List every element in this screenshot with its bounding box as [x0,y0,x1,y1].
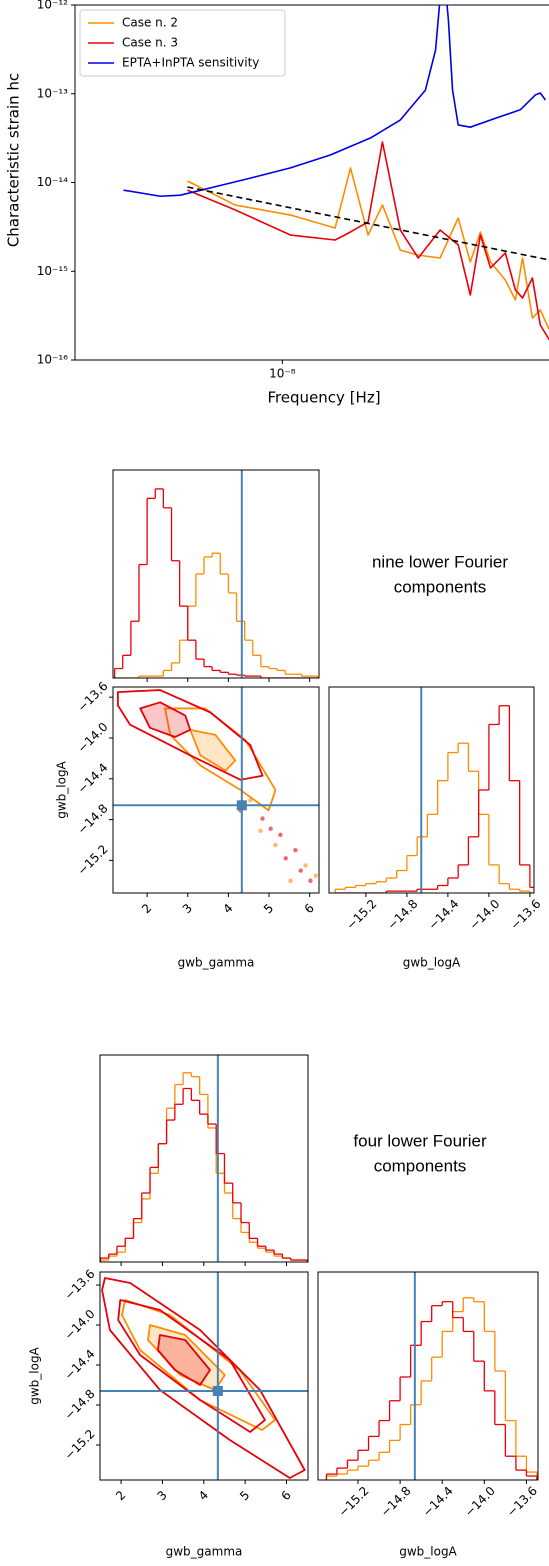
sample-point [303,863,308,868]
contour [101,1277,306,1479]
y-tick-label: 10⁻¹³ [37,86,68,100]
x-tick-label: −14.8 [378,1484,414,1520]
y-tick-label: −13.6 [62,1267,98,1303]
contour [116,689,264,781]
x-axis-label: gwb_logA [399,1545,457,1559]
y-tick-label: 10⁻¹⁵ [37,264,68,278]
y-tick-label: 10⁻¹⁴ [37,175,68,189]
sample-point [248,797,253,803]
legend-label: Case n. 2 [122,16,178,30]
legend-box [79,9,286,77]
x-tick-label: 2 [139,901,154,916]
x-tick-label: −15.2 [336,1484,372,1520]
x-tick-label: −14.0 [467,897,503,933]
sample-point [258,828,263,833]
annotation: components [394,577,487,596]
y-tick-label: −14.4 [62,1347,98,1383]
sample-point [268,826,273,831]
series-line [187,186,549,261]
panel-frame [328,686,535,894]
sample-point [308,878,313,883]
y-tick-label: −14.8 [62,1387,98,1423]
y-tick-label: −14.0 [62,1307,98,1343]
y-tick-label: 10⁻¹² [37,0,68,12]
y-axis-label: gwb_logA [28,1346,42,1404]
x-tick-label: −13.6 [504,1484,540,1520]
panel-frame [317,1271,539,1481]
sample-point [288,878,293,883]
series-line [123,5,547,198]
legend-label: Case n. 3 [122,36,178,50]
x-axis-label: Frequency [Hz] [267,389,380,407]
panel-frame [112,686,320,894]
sample-point [298,868,303,873]
contour [189,728,237,772]
x-axis-label: gwb_logA [403,956,461,970]
sample-point [293,847,298,853]
y-tick-label: −15.2 [75,842,111,878]
contour [139,701,192,738]
sample-point [313,873,318,878]
x-tick-label: −13.6 [508,897,544,933]
y-tick-label: −14.0 [75,720,111,756]
contour [117,1299,266,1433]
truth-marker [236,800,247,811]
legend-label: EPTA+InPTA sensitivity [122,56,259,70]
truth-marker [212,1386,223,1396]
annotation: components [374,1156,467,1175]
x-tick-label: −14.0 [462,1484,498,1520]
sample-point [260,816,265,821]
y-tick-label: 10⁻¹⁶ [37,353,68,367]
x-tick-label: 5 [237,1488,252,1503]
panel-frame [99,1054,309,1263]
annotation: four lower Fourier [353,1131,487,1150]
y-tick-label: −14.8 [75,801,111,837]
y-tick-label: −13.6 [75,679,111,715]
annotation: nine lower Fourier [372,552,508,571]
sample-point [278,832,283,838]
x-tick-label: 2 [113,1488,128,1503]
x-tick-label: −14.8 [385,897,421,933]
x-tick-label: −15.2 [344,897,380,933]
y-tick-label: −15.2 [62,1427,98,1463]
y-axis-label: Characteristic strain hc [5,73,23,247]
y-tick-label: −14.4 [75,760,111,796]
x-tick-label: 6 [278,1488,293,1503]
x-tick-label: 4 [220,901,235,916]
x-tick-label: 3 [154,1488,169,1503]
x-tick-label: −14.4 [420,1484,456,1520]
x-tick-label: 4 [196,1488,211,1503]
panel-frame [112,469,320,679]
x-tick-label: 5 [261,901,276,916]
series-line [187,141,549,341]
contour [156,1334,211,1386]
x-tick-label: 10⁻⁸ [269,367,296,381]
x-tick-label: 3 [180,901,195,916]
x-axis-label: gwb_gamma [166,1545,243,1559]
sample-point [283,856,288,861]
y-axis-label: gwb_logA [55,760,69,818]
sample-point [273,842,278,848]
x-tick-label: −14.4 [426,897,462,933]
x-tick-label: 6 [302,901,317,916]
x-axis-label: gwb_gamma [178,956,255,970]
